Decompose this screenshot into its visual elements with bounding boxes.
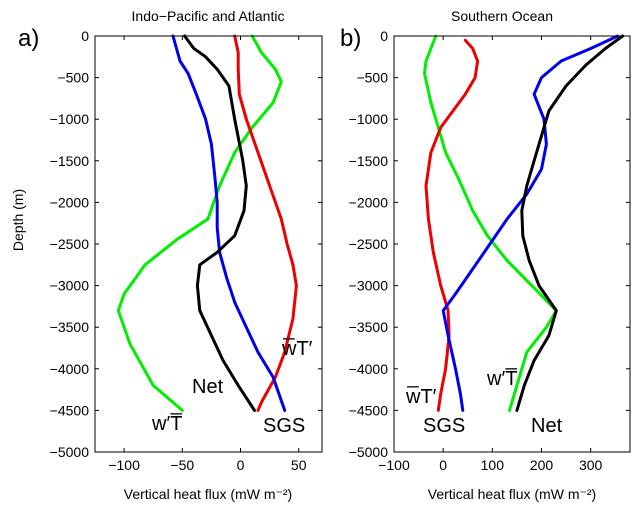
y-tick-label: −500 bbox=[356, 70, 388, 86]
annotation-net-b: Net bbox=[531, 415, 563, 437]
x-tick-label: −100 bbox=[108, 457, 140, 473]
y-tick-label: −3500 bbox=[349, 319, 389, 335]
y-tick-label: −2000 bbox=[50, 194, 90, 210]
annotation-net-a: Net bbox=[192, 376, 224, 398]
x-tick-label: 200 bbox=[530, 457, 554, 473]
y-tick-label: −4000 bbox=[50, 361, 90, 377]
series-line bbox=[423, 34, 558, 412]
panel-b-xlabel: Vertical heat flux (mW m⁻²) bbox=[428, 486, 596, 502]
panel-a-lines bbox=[116, 34, 298, 412]
panel-b: b) Southern Ocean Vertical heat flux (mW… bbox=[340, 8, 631, 502]
y-tick-label: −4500 bbox=[50, 402, 90, 418]
x-tick-label: −100 bbox=[378, 457, 410, 473]
panel-b-label: b) bbox=[340, 25, 361, 52]
panel-a-xlabel: Vertical heat flux (mW m⁻²) bbox=[124, 486, 292, 502]
annotation-sgs-b: SGS bbox=[423, 415, 465, 437]
x-tick-label: 0 bbox=[237, 457, 245, 473]
y-tick-label: −5000 bbox=[50, 444, 90, 460]
annotation-wbarTp-b: w̅T′ bbox=[405, 385, 437, 408]
y-tick-label: 0 bbox=[380, 28, 388, 44]
series-line bbox=[515, 34, 625, 412]
y-tick-label: −1500 bbox=[349, 153, 389, 169]
x-tick-label: −50 bbox=[170, 457, 194, 473]
y-tick-label: −3000 bbox=[50, 278, 90, 294]
y-tick-label: −1000 bbox=[349, 111, 389, 127]
series-line bbox=[441, 34, 620, 412]
panel-b-frame bbox=[393, 35, 631, 453]
series-line bbox=[116, 34, 283, 412]
y-tick-label: −3500 bbox=[50, 319, 90, 335]
panel-b-lines bbox=[423, 34, 625, 412]
x-tick-label: 50 bbox=[291, 457, 307, 473]
annotation-wpTbar-a: w′T̅ bbox=[151, 412, 182, 435]
y-tick-label: −2500 bbox=[50, 236, 90, 252]
y-tick-label: −4500 bbox=[349, 402, 389, 418]
y-tick-label: −500 bbox=[57, 70, 89, 86]
y-tick-label: −2500 bbox=[349, 236, 389, 252]
y-tick-label: −1500 bbox=[50, 153, 90, 169]
series-line bbox=[424, 38, 480, 412]
panel-a: a) Indo−Pacific and Atlantic Depth (m) V… bbox=[10, 8, 323, 502]
y-tick-label: −1000 bbox=[50, 111, 90, 127]
panel-b-title: Southern Ocean bbox=[451, 8, 553, 24]
series-line bbox=[183, 34, 256, 412]
annotation-sgs-a: SGS bbox=[263, 415, 305, 437]
panel-a-title: Indo−Pacific and Atlantic bbox=[132, 8, 285, 24]
y-tick-label: −3000 bbox=[349, 278, 389, 294]
x-tick-label: 0 bbox=[439, 457, 447, 473]
x-tick-label: 100 bbox=[481, 457, 505, 473]
panel-a-ticks: −100 −50 0 500−500−1000−1500−2000−2500−3000… bbox=[50, 28, 322, 473]
y-tick-label: −2000 bbox=[349, 194, 389, 210]
y-tick-label: 0 bbox=[81, 28, 89, 44]
panel-a-ylabel: Depth (m) bbox=[10, 189, 26, 251]
y-tick-label: −4000 bbox=[349, 361, 389, 377]
x-tick-label: 300 bbox=[579, 457, 603, 473]
annotation-wpTbar-b: w′T̅ bbox=[486, 367, 517, 390]
y-tick-label: −5000 bbox=[349, 444, 389, 460]
panel-a-label: a) bbox=[18, 25, 39, 52]
panel-b-ticks: −100 0 100 200 3000−500−1000−1500−2000−2500−… bbox=[349, 28, 630, 473]
series-line bbox=[233, 34, 298, 412]
annotation-wbarTp-a: w̅T′ bbox=[281, 337, 313, 360]
panel-a-frame bbox=[94, 35, 323, 453]
series-line bbox=[171, 34, 287, 412]
